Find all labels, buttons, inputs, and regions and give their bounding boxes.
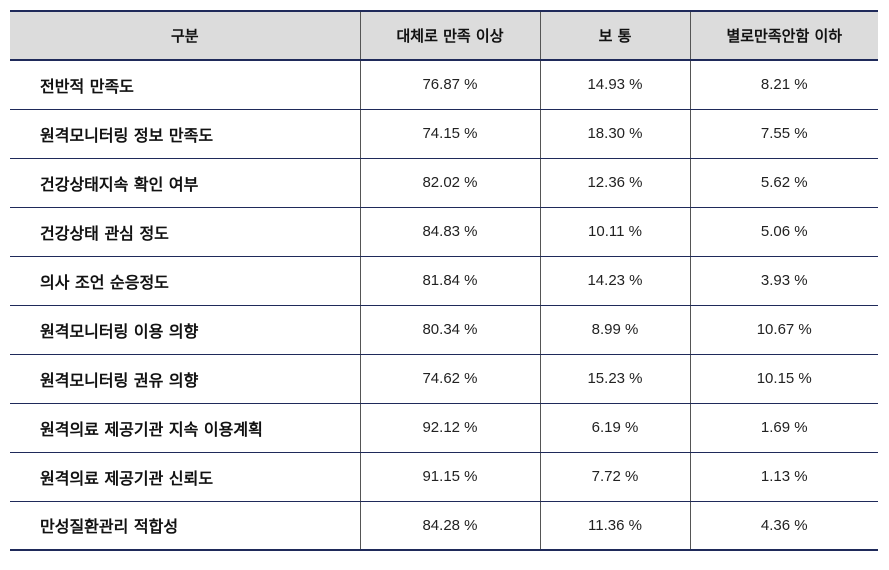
row-label: 원격의료 제공기관 신뢰도 xyxy=(10,452,360,502)
dissatisfied-value: 5.62 % xyxy=(689,158,878,208)
neutral-value: 10.11 % xyxy=(539,207,690,257)
neutral-value: 14.23 % xyxy=(539,256,690,306)
header-row: 구분 대체로 만족 이상 보 통 별로만족안함 이하 xyxy=(10,10,878,61)
table-row: 전반적 만족도 76.87 % 14.93 % 8.21 % xyxy=(10,60,878,110)
header-satisfied-or-above: 대체로 만족 이상 xyxy=(359,10,540,61)
table-row: 원격모니터링 권유 의향 74.62 % 15.23 % 10.15 % xyxy=(10,354,878,404)
row-label: 원격모니터링 이용 의향 xyxy=(10,305,360,355)
satisfied-value: 74.15 % xyxy=(359,109,540,159)
neutral-value: 18.30 % xyxy=(539,109,690,159)
row-label: 원격모니터링 권유 의향 xyxy=(10,354,360,404)
neutral-value: 7.72 % xyxy=(539,452,690,502)
row-label: 만성질환관리 적합성 xyxy=(10,501,360,551)
table-row: 건강상태지속 확인 여부 82.02 % 12.36 % 5.62 % xyxy=(10,158,878,208)
dissatisfied-value: 5.06 % xyxy=(689,207,878,257)
dissatisfied-value: 7.55 % xyxy=(689,109,878,159)
header-category: 구분 xyxy=(10,10,360,61)
satisfaction-table: 구분 대체로 만족 이상 보 통 별로만족안함 이하 전반적 만족도 76.87… xyxy=(10,10,878,551)
satisfied-value: 91.15 % xyxy=(359,452,540,502)
table-row: 의사 조언 순응정도 81.84 % 14.23 % 3.93 % xyxy=(10,256,878,306)
row-label: 건강상태지속 확인 여부 xyxy=(10,158,360,208)
satisfied-value: 82.02 % xyxy=(359,158,540,208)
satisfied-value: 76.87 % xyxy=(359,60,540,110)
row-label: 원격의료 제공기관 지속 이용계획 xyxy=(10,403,360,453)
satisfied-value: 92.12 % xyxy=(359,403,540,453)
satisfied-value: 81.84 % xyxy=(359,256,540,306)
dissatisfied-value: 4.36 % xyxy=(689,501,878,551)
dissatisfied-value: 8.21 % xyxy=(689,60,878,110)
table-body: 전반적 만족도 76.87 % 14.93 % 8.21 % 원격모니터링 정보… xyxy=(10,60,878,551)
row-label: 건강상태 관심 정도 xyxy=(10,207,360,257)
satisfied-value: 74.62 % xyxy=(359,354,540,404)
table-row: 원격의료 제공기관 지속 이용계획 92.12 % 6.19 % 1.69 % xyxy=(10,403,878,453)
neutral-value: 8.99 % xyxy=(539,305,690,355)
dissatisfied-value: 3.93 % xyxy=(689,256,878,306)
dissatisfied-value: 1.13 % xyxy=(689,452,878,502)
row-label: 원격모니터링 정보 만족도 xyxy=(10,109,360,159)
table-header: 구분 대체로 만족 이상 보 통 별로만족안함 이하 xyxy=(10,10,878,61)
satisfied-value: 84.28 % xyxy=(359,501,540,551)
neutral-value: 14.93 % xyxy=(539,60,690,110)
table-row: 원격모니터링 정보 만족도 74.15 % 18.30 % 7.55 % xyxy=(10,109,878,159)
table-row: 만성질환관리 적합성 84.28 % 11.36 % 4.36 % xyxy=(10,501,878,551)
satisfied-value: 80.34 % xyxy=(359,305,540,355)
header-neutral: 보 통 xyxy=(539,10,690,61)
neutral-value: 15.23 % xyxy=(539,354,690,404)
row-label: 전반적 만족도 xyxy=(10,60,360,110)
neutral-value: 6.19 % xyxy=(539,403,690,453)
neutral-value: 11.36 % xyxy=(539,501,690,551)
table-row: 원격모니터링 이용 의향 80.34 % 8.99 % 10.67 % xyxy=(10,305,878,355)
row-label: 의사 조언 순응정도 xyxy=(10,256,360,306)
header-dissatisfied-or-below: 별로만족안함 이하 xyxy=(689,10,878,61)
satisfied-value: 84.83 % xyxy=(359,207,540,257)
neutral-value: 12.36 % xyxy=(539,158,690,208)
dissatisfied-value: 10.15 % xyxy=(689,354,878,404)
table-row: 건강상태 관심 정도 84.83 % 10.11 % 5.06 % xyxy=(10,207,878,257)
dissatisfied-value: 10.67 % xyxy=(689,305,878,355)
table-row: 원격의료 제공기관 신뢰도 91.15 % 7.72 % 1.13 % xyxy=(10,452,878,502)
dissatisfied-value: 1.69 % xyxy=(689,403,878,453)
